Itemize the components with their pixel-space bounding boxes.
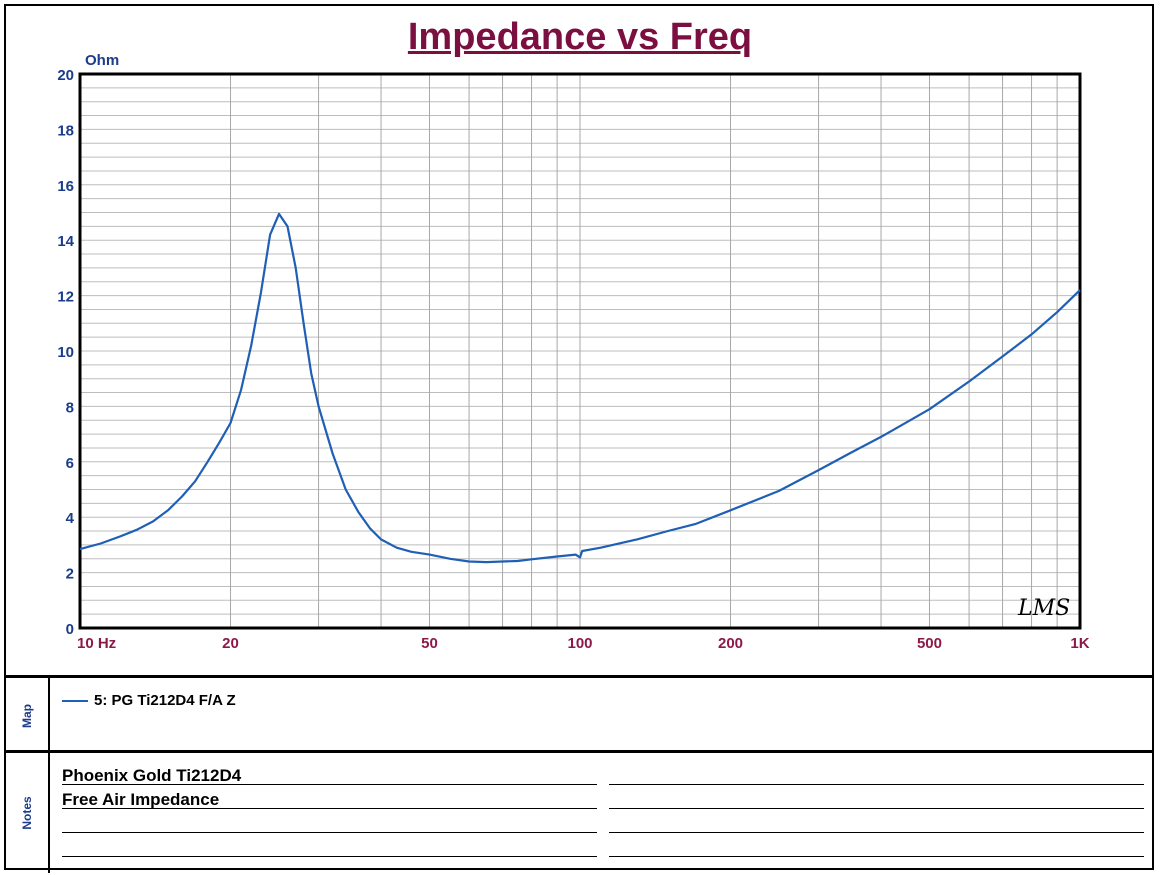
series-layer	[79, 212, 1081, 564]
note-rule	[609, 832, 1144, 833]
x-tick-label: 500	[917, 635, 942, 652]
map-section: Map 5: PG Ti212D4 F/A Z	[6, 675, 1154, 753]
y-tick-label: 12	[57, 289, 74, 306]
map-label: Map	[20, 703, 34, 728]
x-tick-label: 200	[718, 635, 743, 652]
page-frame	[4, 4, 1154, 870]
y-tick-label: 6	[66, 455, 74, 472]
note-rule	[609, 784, 1144, 785]
x-tick-label: 1K	[1070, 635, 1089, 652]
note-rule	[609, 808, 1144, 809]
impedance-series-line	[79, 212, 1081, 564]
note-rule	[62, 856, 597, 857]
impedance-chart: 0 2 4 6 8 10 12 14 16 18 20 10 Hz 20 50 100 200 500 1K Oh…	[57, 52, 1089, 652]
lms-logo: LMS	[1017, 596, 1070, 621]
note-rule	[609, 856, 1144, 857]
y-tick-label: 14	[57, 233, 74, 250]
x-tick-label: 50	[421, 635, 438, 652]
x-tick-label: 20	[222, 635, 239, 652]
y-tick-label: 18	[57, 122, 74, 139]
plot-border	[78, 72, 1082, 630]
chart-title: Impedance vs Freq	[407, 16, 753, 58]
note-line-1: Phoenix Gold Ti212D4	[62, 766, 242, 785]
y-tick-label: 8	[66, 399, 74, 416]
note-line-2: Free Air Impedance	[62, 790, 220, 809]
note-rule	[62, 832, 597, 833]
x-tick-label: 100	[567, 635, 592, 652]
y-tick-label: 2	[66, 566, 74, 583]
legend-entry-label: 5: PG Ti212D4 F/A Z	[94, 692, 236, 709]
note-rule	[62, 784, 597, 785]
y-tick-label: 4	[66, 510, 75, 527]
y-tick-label: 16	[57, 178, 74, 195]
y-axis-unit-label: Ohm	[85, 52, 119, 69]
note-rule	[62, 808, 597, 809]
x-tick-label: 10 Hz	[77, 635, 116, 652]
notes-section: Notes Phoenix Gold Ti212D4 Free Air Impe…	[6, 750, 1154, 873]
grid-layer	[79, 73, 1080, 629]
y-tick-label: 20	[57, 67, 74, 84]
y-tick-label: 0	[66, 621, 74, 638]
axis-layer: 0 2 4 6 8 10 12 14 16 18 20 10 Hz 20 50 100 200 500 1K	[57, 67, 1089, 652]
notes-label: Notes	[20, 796, 34, 830]
y-tick-label: 10	[57, 344, 74, 361]
legend-entry: 5: PG Ti212D4 F/A Z	[62, 692, 236, 709]
legend-line-swatch	[62, 700, 88, 703]
